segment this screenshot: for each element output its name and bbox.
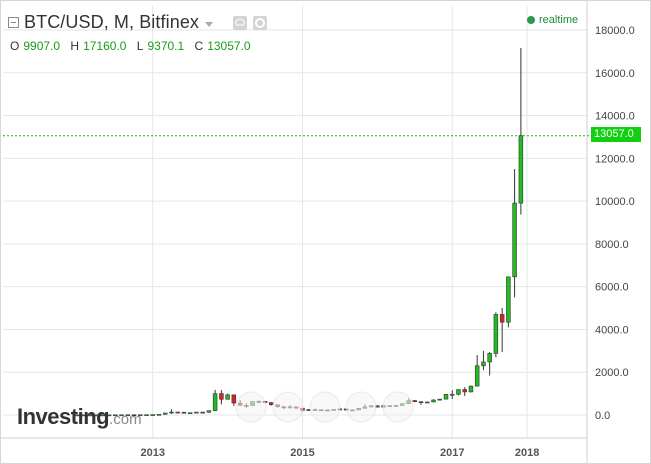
candle-body — [219, 393, 224, 400]
x-tick-label: 2013 — [141, 447, 165, 459]
y-tick-label: 14000.0 — [595, 111, 635, 123]
candle-body — [456, 389, 461, 395]
realtime-label: realtime — [539, 14, 579, 26]
y-tick-label: 10000.0 — [595, 196, 635, 208]
candle-body — [425, 401, 430, 404]
ohlc-high-key: H — [70, 39, 80, 53]
chart-control-button — [272, 391, 304, 423]
candle-body — [481, 361, 486, 367]
chart-header: BTC/USD, M, Bitfinex — [8, 12, 268, 33]
candle-body — [150, 414, 155, 416]
y-tick-label: 12000.0 — [595, 153, 635, 165]
ohlc-close-key: C — [194, 39, 204, 53]
candle-body — [512, 202, 517, 278]
candle-body — [499, 314, 505, 323]
candle-body — [443, 394, 449, 400]
ohlc-high-value: 17160.0 — [83, 39, 127, 53]
candle-body — [187, 412, 193, 415]
chart-title: BTC/USD, M, Bitfinex — [24, 12, 200, 32]
candle-body — [131, 414, 137, 417]
realtime-indicator: realtime — [527, 14, 578, 26]
candle-body — [462, 389, 467, 393]
candle-body — [468, 385, 474, 393]
candle-body — [418, 401, 424, 404]
y-tick-label: 4000.0 — [595, 324, 629, 336]
candle-body — [194, 411, 199, 414]
candle-body — [163, 412, 168, 415]
candle-body — [506, 276, 511, 323]
chart-control-button — [235, 391, 267, 423]
candle-body — [181, 411, 187, 414]
candle-body — [231, 394, 237, 404]
candle-body — [125, 414, 131, 417]
candle-body — [487, 353, 492, 363]
candle-body — [412, 400, 418, 402]
x-tick-label: 2017 — [440, 447, 464, 459]
candle-body — [169, 411, 174, 414]
candle-body — [100, 414, 106, 417]
candle-body — [200, 411, 205, 414]
candle-body — [518, 135, 524, 204]
candle-body — [431, 399, 436, 403]
y-tick-label: 0.0 — [595, 410, 610, 422]
ohlc-open-value: 9907.0 — [23, 39, 61, 53]
candle-body — [88, 414, 93, 417]
chart-control-button — [345, 391, 377, 423]
y-tick-label: 2000.0 — [595, 367, 629, 379]
x-tick-label: 2018 — [515, 447, 539, 459]
ohlc-close-value: 13057.0 — [207, 39, 251, 53]
last-price-tag: 13057.0 — [591, 127, 641, 142]
investing-logo: Investing .com — [17, 404, 142, 430]
candle-body — [493, 314, 499, 354]
logo-suffix-text: .com — [109, 411, 142, 428]
chart-control-button — [309, 391, 341, 423]
candle-body — [156, 413, 162, 416]
chevron-down-icon[interactable] — [205, 22, 214, 27]
candle-body — [138, 414, 143, 417]
candle-body — [113, 414, 118, 417]
candle-body — [437, 398, 442, 401]
candle-body — [175, 411, 180, 414]
candle-body — [94, 414, 99, 417]
y-tick-label: 8000.0 — [595, 239, 629, 251]
candle-body — [225, 394, 230, 400]
ohlc-low-value: 9370.1 — [147, 39, 185, 53]
gear-icon[interactable] — [253, 15, 268, 30]
y-tick-label: 16000.0 — [595, 68, 635, 80]
realtime-dot-icon — [527, 16, 535, 24]
ohlc-open-key: O — [10, 39, 20, 53]
y-tick-label: 18000.0 — [595, 25, 635, 37]
x-tick-label: 2015 — [290, 447, 314, 459]
candle-body — [450, 393, 455, 396]
candle-body — [106, 414, 112, 417]
candle-body — [212, 393, 218, 411]
chart-control-button — [382, 391, 414, 423]
candle-body — [269, 402, 274, 406]
candle-body — [474, 365, 480, 387]
ohlc-low-key: L — [136, 39, 144, 53]
candle-body — [206, 410, 212, 413]
ohlc-readout: O 9907.0 H 17160.0 L 9370.1 C 13057.0 — [10, 39, 258, 53]
logo-main-text: Investing — [17, 404, 110, 429]
candle-body — [119, 414, 124, 417]
candle-body — [75, 414, 81, 417]
y-tick-label: 6000.0 — [595, 282, 629, 294]
collapse-icon[interactable] — [8, 17, 19, 28]
candle-body — [81, 414, 87, 417]
eye-icon[interactable] — [233, 15, 248, 30]
candle-body — [144, 414, 149, 417]
